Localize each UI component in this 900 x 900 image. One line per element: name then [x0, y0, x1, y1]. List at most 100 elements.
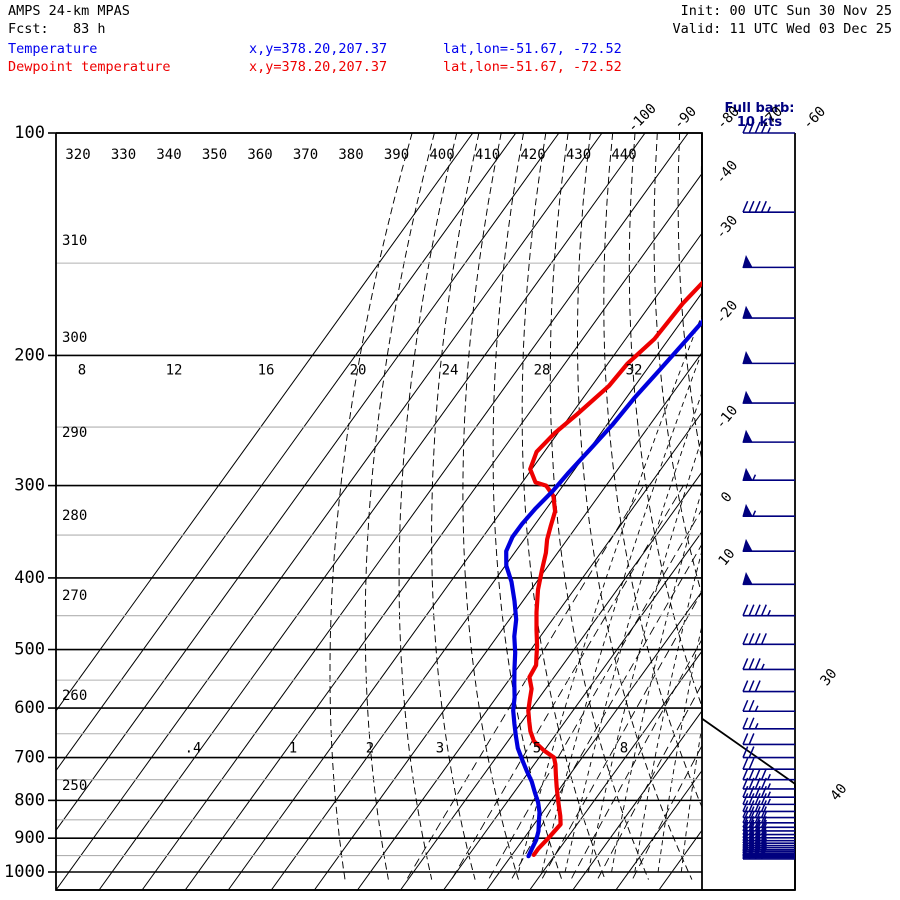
theta-label-left: 250: [62, 778, 87, 794]
wind-barb: [742, 757, 795, 771]
dry-adiabat: [700, 133, 702, 225]
isotherm: [400, 471, 702, 890]
isotherm: [270, 292, 702, 890]
theta-label-top: 360: [247, 147, 272, 163]
moist-adiabat-label: 20: [350, 362, 367, 378]
isotherm: [529, 650, 702, 890]
valid-time: Valid: 11 UTC Wed 03 Dec 25: [672, 21, 892, 37]
wind-barb: [742, 777, 795, 790]
init-time: Init: 00 UTC Sun 30 Nov 25: [680, 3, 892, 19]
moist-adiabat-label: 12: [166, 362, 183, 378]
theta-label-left: 280: [62, 508, 87, 524]
isotherm-label-top: -100: [625, 101, 660, 136]
dry-adiabats: [329, 133, 900, 880]
dry-adiabat: [653, 133, 702, 597]
plot-border: [55, 132, 796, 891]
isotherm: [56, 133, 603, 890]
isotherm-label-right: 40: [827, 781, 850, 804]
dry-adiabat: [746, 133, 900, 880]
wind-barb: [742, 733, 795, 746]
theta-label-left: 270: [62, 588, 87, 604]
dry-adiabat: [462, 133, 519, 880]
dry-adiabat: [880, 133, 900, 741]
dry-adiabat: [677, 133, 702, 463]
barb-caption-line1: Full barb:: [725, 101, 795, 116]
isotherm: [658, 829, 702, 890]
dewpoint-latlon-readout: lat,lon=-51.67, -72.52: [443, 59, 622, 75]
theta-label-top: 380: [338, 147, 363, 163]
theta-label-top: 340: [156, 147, 181, 163]
isotherm: [313, 351, 702, 890]
mixing-ratio-label: 3: [436, 741, 444, 757]
mixing-ratio-label: 8: [620, 741, 628, 757]
isotherm-label-right: -30: [713, 213, 742, 243]
isotherm-label-top: -90: [671, 104, 700, 133]
isotherm-label-right: 0: [718, 489, 736, 506]
wind-barb: [742, 351, 795, 365]
isotherm: [141, 133, 689, 890]
dry-adiabat: [329, 133, 413, 880]
isotherms: [56, 133, 900, 890]
pressure-axis-label: 500: [14, 640, 45, 660]
dry-adiabat: [521, 133, 606, 880]
mixing-ratio-label: 2: [366, 741, 374, 757]
sounding-traces: [504, 280, 702, 859]
moist-adiabat: [611, 488, 702, 873]
mixing-ratio-label: 5: [533, 741, 541, 757]
temperature-latlon-readout: lat,lon=-51.67, -72.52: [443, 41, 622, 57]
dewpoint-legend-label: Dewpoint temperature: [8, 59, 171, 75]
wind-barb-column: Full barb:10 kts: [725, 101, 795, 860]
temperature-xy-readout: x,y=378.20,207.37: [249, 41, 388, 57]
wind-barb: [742, 680, 795, 693]
theta-label-top: 430: [566, 147, 591, 163]
moist-adiabat-label: 8: [78, 362, 86, 378]
wind-barb: [742, 538, 795, 552]
moist-adiabat: [518, 313, 702, 873]
isotherm: [56, 133, 560, 832]
barb-caption-line2: 10 kts: [737, 115, 782, 130]
dry-adiabat: [858, 133, 900, 768]
wind-barb: [742, 571, 795, 586]
wind-barb: [742, 633, 795, 646]
wind-barb: [742, 768, 795, 781]
isotherm: [56, 133, 517, 772]
theta-label-left: 310: [62, 233, 87, 249]
dry-adiabat: [603, 133, 702, 809]
theta-label-top: 370: [293, 147, 318, 163]
wind-barb: [742, 305, 795, 319]
theta-label-top: 330: [111, 147, 136, 163]
wind-barb: [742, 717, 795, 730]
dry-adiabat: [628, 133, 702, 708]
wind-barb: [742, 429, 795, 443]
theta-label-top: 410: [475, 147, 500, 163]
isotherm: [701, 889, 702, 890]
theta-label-left: 260: [62, 688, 87, 704]
dewpoint-trace: [504, 319, 702, 859]
theta-label-top: 420: [520, 147, 545, 163]
wind-barb: [742, 604, 795, 617]
isotherm-label-right: -20: [713, 298, 742, 328]
wind-barb: [742, 503, 795, 517]
theta-label-top: 440: [611, 147, 636, 163]
theta-label-top: 320: [65, 147, 90, 163]
moist-adiabat-label: 16: [258, 362, 275, 378]
isotherm: [745, 133, 900, 890]
pressure-axis-label: 1000: [4, 862, 45, 882]
pressure-axis-label: 100: [14, 123, 45, 143]
isotherm: [56, 133, 474, 712]
wind-barb: [742, 255, 795, 269]
moist-adiabat: [564, 391, 702, 873]
wind-barb: [742, 699, 795, 713]
temperature-trace: [526, 280, 702, 858]
isotherm: [443, 530, 702, 890]
wind-barb: [742, 200, 795, 214]
isotherm-label-right: 10: [715, 546, 738, 569]
pressure-axis-label: 800: [14, 790, 45, 810]
temperature-legend-label: Temperature: [8, 41, 98, 57]
dry-adiabat: [549, 133, 649, 880]
wind-barb: [742, 658, 795, 671]
isotherm: [227, 232, 702, 890]
dry-adiabat: [813, 133, 900, 822]
